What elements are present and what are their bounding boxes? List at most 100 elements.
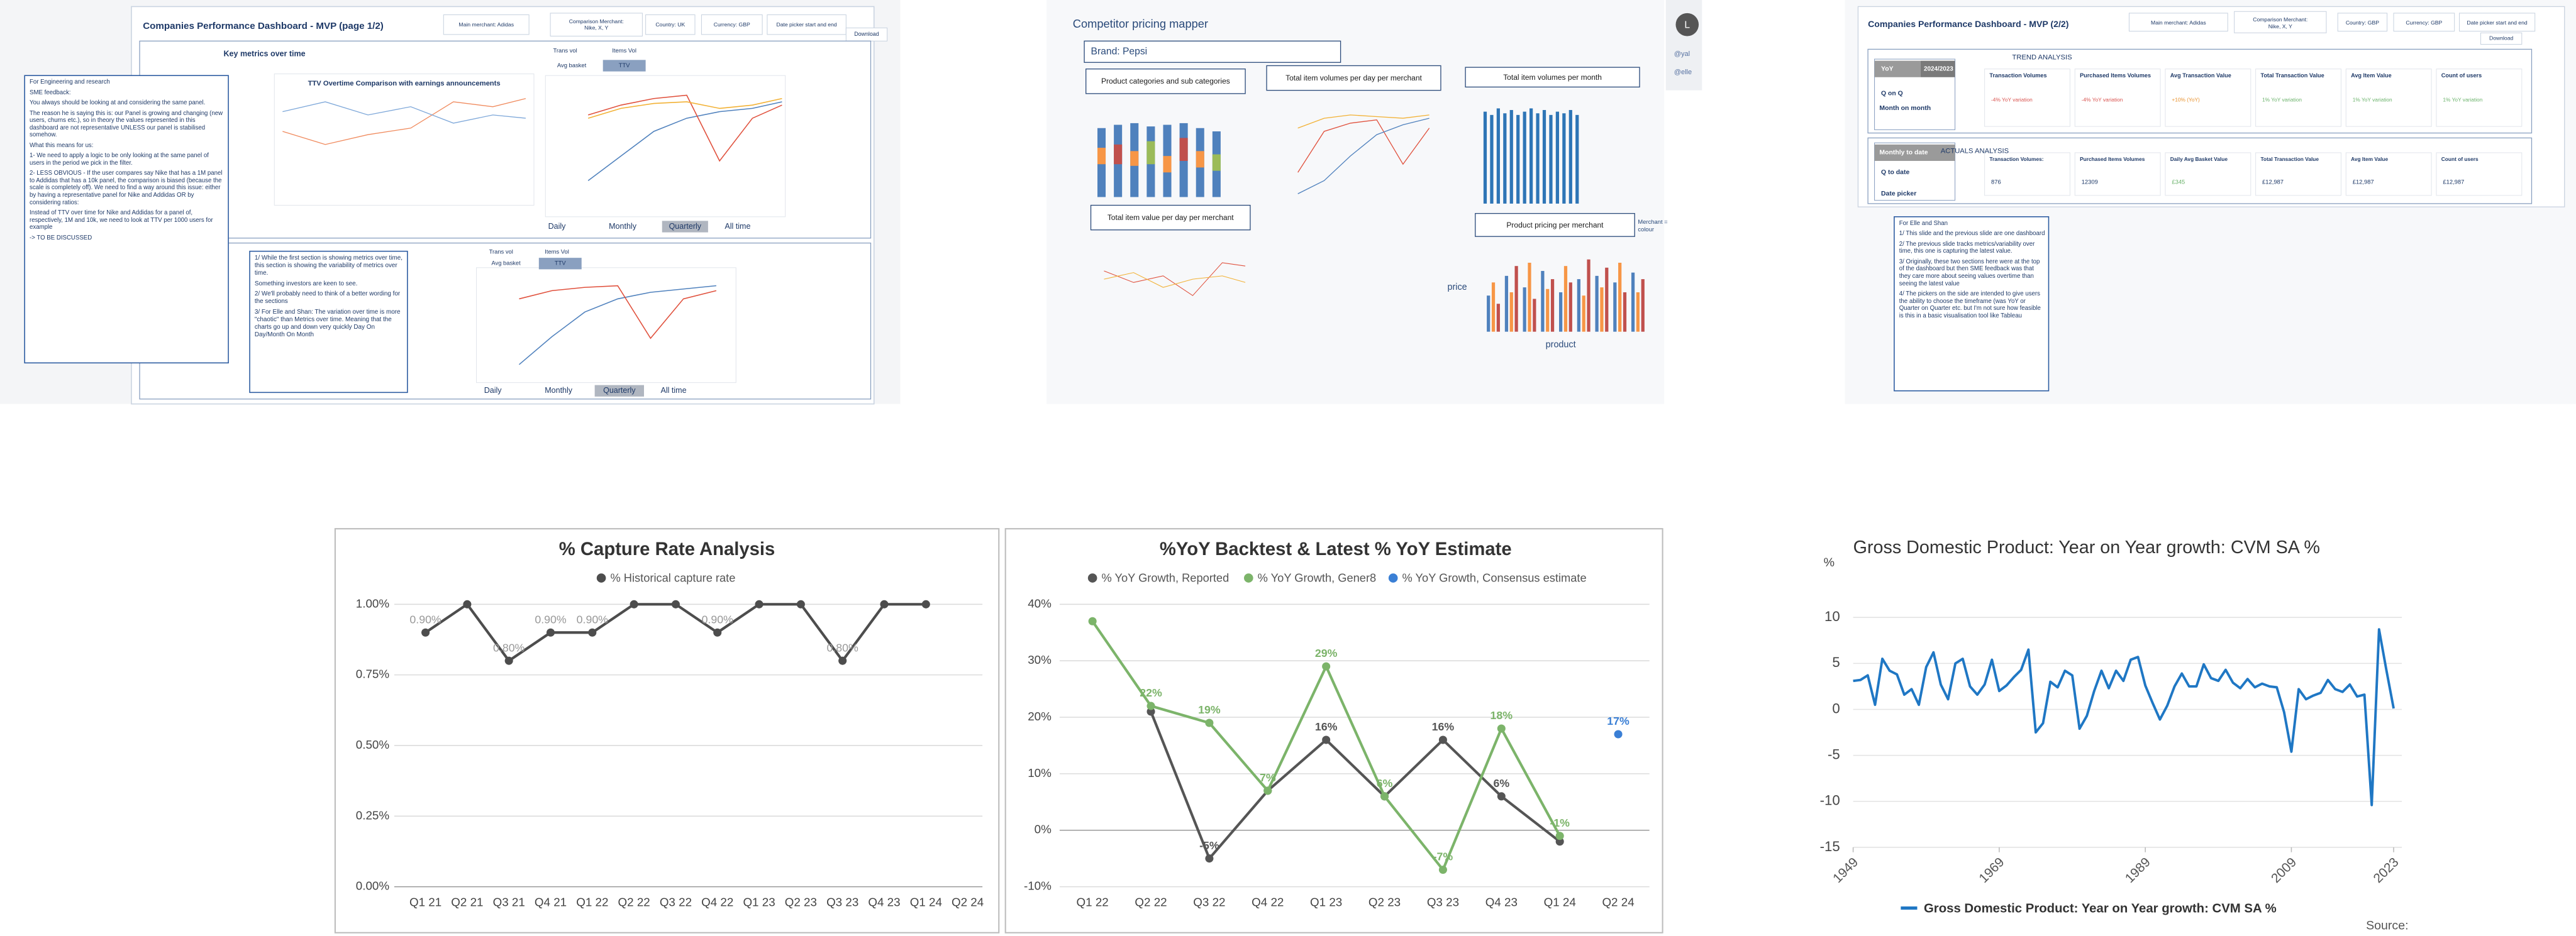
picker-active[interactable] <box>1920 60 1955 77</box>
picker-option[interactable]: Month on month <box>1879 105 1931 113</box>
filter-button[interactable] <box>2393 13 2455 32</box>
y-tick-label: 0% <box>1035 823 1052 836</box>
chart-title: %YoY Backtest & Latest % YoY Estimate <box>1160 539 1512 559</box>
picker-option[interactable]: Q on Q <box>1881 91 1903 97</box>
legend-label: % YoY Growth, Reported <box>1102 571 1230 585</box>
metric-value: £12,987 <box>2443 178 2464 185</box>
data-label: 7% <box>1260 771 1276 784</box>
data-point <box>1555 837 1564 846</box>
period-active[interactable] <box>662 221 708 233</box>
avatar-initial[interactable]: L <box>1684 20 1690 31</box>
filter-button[interactable] <box>550 13 643 36</box>
chart-card <box>274 74 535 206</box>
metric-value: £12,987 <box>2262 178 2284 185</box>
metric-name: Count of users <box>2441 72 2517 79</box>
picker-active[interactable] <box>1874 144 1955 161</box>
x-tick-label: 1949 <box>1830 855 1861 886</box>
filter-button[interactable] <box>701 14 763 35</box>
filter-button[interactable] <box>767 14 847 35</box>
sticky-note-text-box: For Elle and Shan 1/ This slide and the p… <box>1899 220 2045 319</box>
data-label: 22% <box>1140 686 1162 699</box>
series-line <box>1150 711 1561 861</box>
toggle-active[interactable] <box>538 258 582 270</box>
data-point <box>1438 735 1447 744</box>
filter-button[interactable] <box>2459 13 2536 32</box>
filter-button[interactable] <box>2337 13 2388 32</box>
filter-button[interactable]: Date picker start and end <box>776 21 837 28</box>
chart-title-box: Total item volumes per month <box>1503 73 1602 82</box>
toggle[interactable]: Trans vol <box>489 248 513 255</box>
filter-button[interactable]: Currency: GBP <box>713 21 750 28</box>
filter-button[interactable]: Comparison Merchant: <box>569 18 624 25</box>
picker-active[interactable] <box>1874 60 1921 77</box>
toggle[interactable]: Items Vol <box>612 47 636 53</box>
data-point <box>1263 786 1272 795</box>
filter-button: Main merchant: Adidas <box>443 15 529 35</box>
filter-button[interactable] <box>2234 11 2327 33</box>
chart-title: Total item volumes per day per merchant <box>1267 65 1441 90</box>
y-tick-label: 30% <box>1028 653 1052 666</box>
picker-option[interactable]: Date picker <box>1881 190 1916 197</box>
filter-button[interactable]: Main merchant: Adidas <box>2151 19 2206 26</box>
data-point <box>421 628 430 637</box>
picker-option[interactable]: Monthly to date <box>1879 150 1928 157</box>
toggle[interactable]: Avg basket <box>557 62 587 69</box>
metric-name: Transaction Volumes: <box>1989 156 2065 162</box>
download-button[interactable]: Download <box>2489 35 2514 41</box>
filter-button[interactable]: Nike, X, Y <box>2268 23 2292 30</box>
data-point <box>880 600 889 608</box>
metric-name-box: Total Transaction Value <box>2260 156 2319 162</box>
filter-button[interactable]: Country: GBP <box>2345 19 2379 26</box>
period-button[interactable]: Monthly <box>609 222 637 231</box>
axis-label: product <box>1546 339 1576 350</box>
y-tick-label: -5 <box>1828 746 1840 762</box>
x-tick-label: Q2 24 <box>952 896 984 909</box>
legend-marker <box>1388 573 1398 583</box>
toggle[interactable]: Avg basket <box>491 260 521 267</box>
period-button[interactable]: All time <box>661 386 687 395</box>
download-button[interactable] <box>2480 32 2523 45</box>
filter-button[interactable] <box>2128 13 2228 32</box>
mini-grouped-bars <box>1487 259 1645 332</box>
metric-name: Transaction Volumes <box>1989 72 2047 79</box>
period-button[interactable]: Daily <box>484 386 502 395</box>
chart-title: Product pricing per merchant <box>1506 220 1604 229</box>
period-button[interactable]: All time <box>724 222 750 231</box>
y-tick-label: 10% <box>1028 766 1052 779</box>
picker-option[interactable]: Q to date <box>1881 169 1909 176</box>
sticky-note-text: 2/ The previous slide tracks metrics/var… <box>1899 240 2035 255</box>
x-tick-label: 2023 <box>2371 855 2402 886</box>
annotation: Merchant = colour <box>1638 218 1668 233</box>
period-active[interactable] <box>594 385 644 397</box>
data-point <box>504 656 513 665</box>
legend-label: Gross Domestic Product: Year on Year gro… <box>1924 901 2277 915</box>
toggle[interactable]: Items Vol <box>545 248 569 255</box>
picker-option[interactable]: 2024/2023 <box>1924 65 1953 72</box>
filter-button: Main merchant: Adidas <box>2129 13 2228 33</box>
toggle-active[interactable] <box>602 60 646 72</box>
picker-option[interactable]: YoY <box>1881 65 1894 72</box>
filter-button[interactable] <box>645 14 696 35</box>
mention: @yal <box>1674 50 1690 58</box>
filter-button[interactable]: Nike, X, Y <box>584 25 609 31</box>
data-point <box>1205 719 1214 727</box>
period-button[interactable]: Monthly <box>545 386 573 395</box>
filter-button[interactable]: Currency: GBP <box>2406 19 2443 26</box>
avatar[interactable] <box>1675 13 1699 36</box>
sticky-note-text: 2/ We'll probably need to think of a bet… <box>254 290 401 306</box>
toggle[interactable]: TTV <box>619 62 630 69</box>
toggle[interactable]: TTV <box>555 260 566 267</box>
sticky-note-text: 1/ This slide and the previous slide are… <box>1899 230 2045 238</box>
filter-button[interactable]: Date picker start and end <box>2467 19 2528 26</box>
filter-button[interactable] <box>443 14 530 35</box>
toggle[interactable]: Trans vol <box>553 47 577 53</box>
filter-button: Date picker start and end <box>767 15 846 35</box>
filter-button[interactable]: Main merchant: Adidas <box>458 21 514 28</box>
filter-button[interactable]: Country: UK <box>655 21 686 28</box>
filter-button[interactable]: Comparison Merchant: <box>2253 16 2308 23</box>
download-button[interactable]: Download <box>854 31 879 37</box>
period-button[interactable]: Quarterly <box>603 386 636 395</box>
period-button[interactable]: Daily <box>548 222 567 231</box>
period-button[interactable]: Quarterly <box>669 222 702 231</box>
sticky-note-text: 3/ For Elle and Shan: The variation over… <box>254 309 401 338</box>
